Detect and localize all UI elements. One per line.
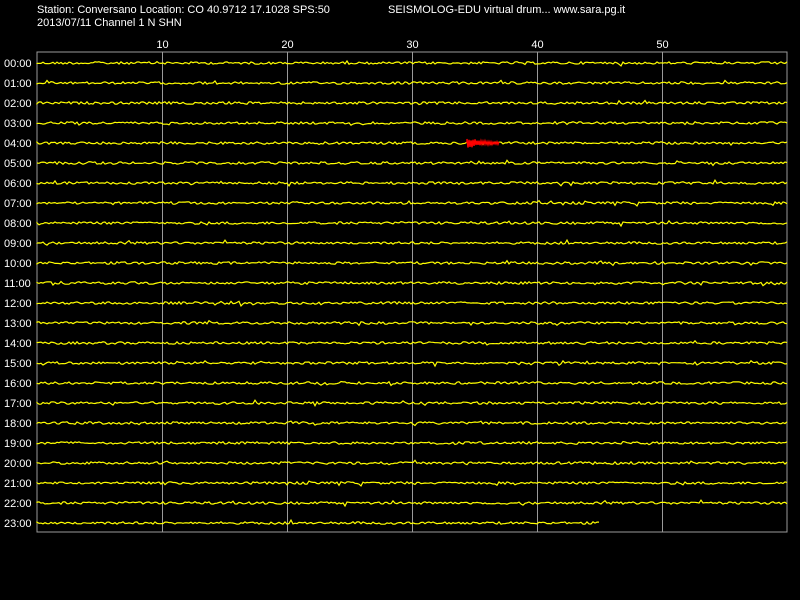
row-label: 13:00 [4,318,32,330]
row-label: 19:00 [4,438,32,450]
row-label: 23:00 [4,518,32,530]
row-label: 16:00 [4,378,32,390]
event-trace [466,138,500,148]
trace-04:00 [36,140,788,147]
row-label: 11:00 [4,278,31,290]
trace-06:00 [36,179,788,188]
row-label: 22:00 [4,498,32,510]
row-label: 04:00 [4,138,32,150]
trace-20:00 [36,459,788,466]
trace-15:00 [36,359,788,368]
row-label: 00:00 [4,58,32,70]
row-label: 21:00 [4,478,32,490]
x-tick-label: 40 [531,39,543,51]
x-tick-label: 10 [156,39,168,51]
trace-07:00 [36,199,788,207]
row-label: 18:00 [4,418,32,430]
station-info: Station: Conversano Location: CO 40.9712… [37,4,330,16]
date-channel-info: 2013/07/11 Channel 1 N SHN [37,17,182,29]
x-tick-label: 20 [281,39,293,51]
trace-16:00 [36,380,788,387]
x-tick-label: 30 [406,39,418,51]
trace-23:00 [36,518,599,525]
row-label: 01:00 [4,78,32,90]
row-label: 07:00 [4,198,32,210]
x-tick-label: 50 [656,39,668,51]
row-label: 12:00 [4,298,32,310]
row-label: 10:00 [4,258,32,270]
row-label: 15:00 [4,358,32,370]
trace-12:00 [36,300,788,307]
trace-09:00 [36,238,788,246]
trace-19:00 [36,440,788,446]
app-title: SEISMOLOG-EDU virtual drum... www.sara.p… [388,4,626,16]
trace-08:00 [36,219,788,228]
row-label: 17:00 [4,398,32,410]
trace-21:00 [36,480,788,487]
trace-22:00 [36,499,788,508]
trace-10:00 [36,259,788,267]
row-label: 14:00 [4,338,32,350]
trace-11:00 [36,280,788,287]
trace-17:00 [36,399,788,407]
row-label: 08:00 [4,218,32,230]
row-label: 20:00 [4,458,32,470]
trace-18:00 [36,420,788,427]
trace-02:00 [36,99,788,106]
trace-05:00 [36,159,788,167]
row-label: 09:00 [4,238,32,250]
trace-13:00 [36,319,788,327]
row-label: 06:00 [4,178,32,190]
row-label: 03:00 [4,118,32,130]
row-label: 02:00 [4,98,32,110]
row-label: 05:00 [4,158,32,170]
trace-03:00 [36,120,788,126]
trace-14:00 [36,339,788,346]
trace-01:00 [36,79,788,85]
trace-00:00 [36,59,788,67]
